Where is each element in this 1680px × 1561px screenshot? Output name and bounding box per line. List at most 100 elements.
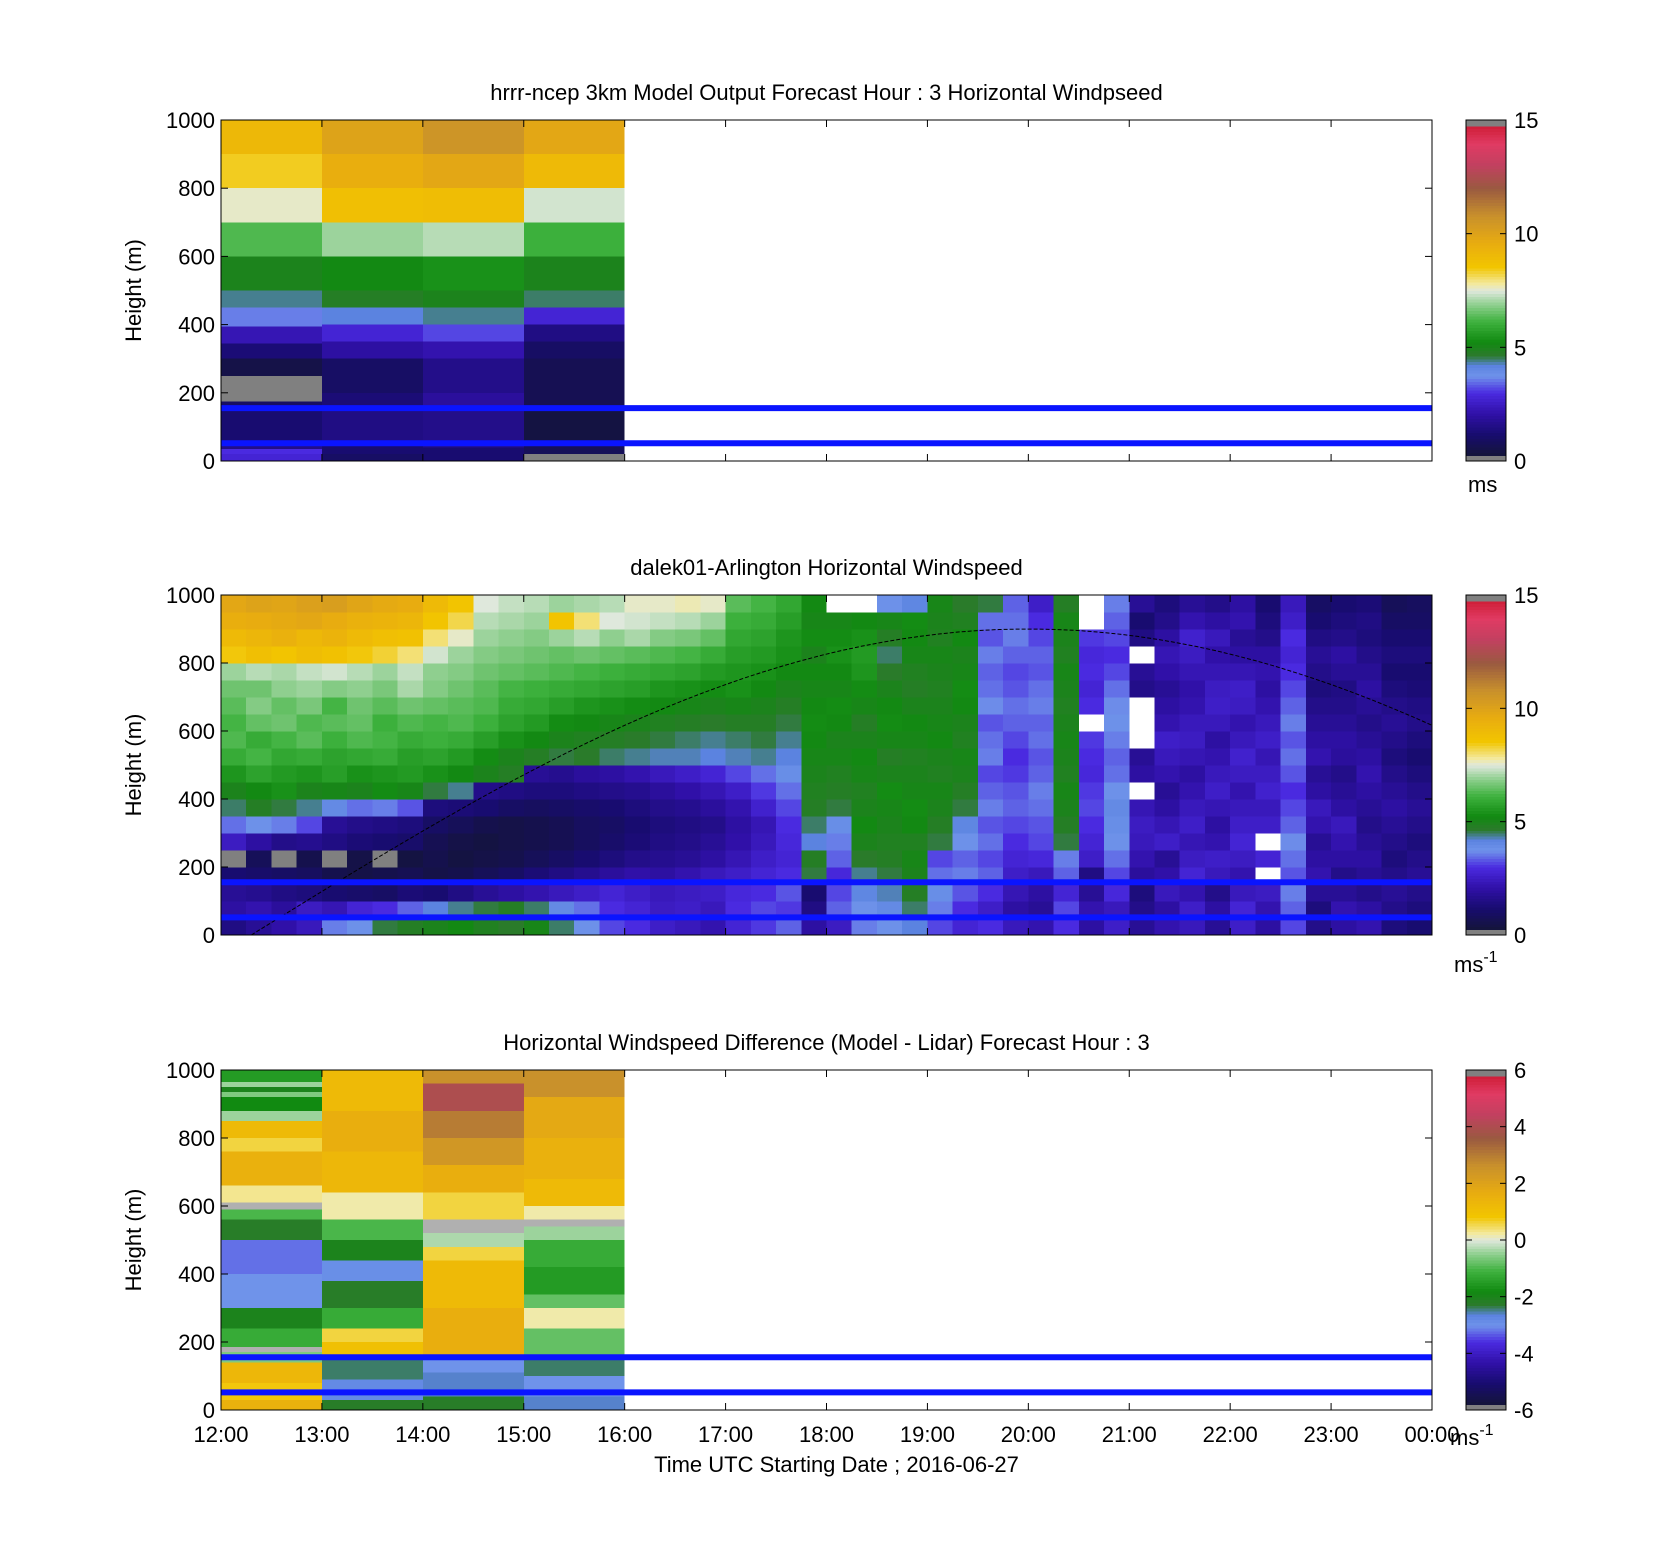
heatmap-cell <box>1179 782 1206 800</box>
heatmap-cell <box>422 901 449 919</box>
heatmap-cell <box>1305 901 1332 919</box>
heatmap-cell <box>574 884 600 902</box>
heatmap-cell <box>1028 697 1055 715</box>
heatmap-cell <box>624 901 651 919</box>
heatmap-cell <box>498 816 525 834</box>
heatmap-cell <box>321 646 348 664</box>
heatmap-cell <box>1129 714 1155 732</box>
heatmap-cell <box>700 833 727 851</box>
heatmap-cell <box>397 714 424 732</box>
heatmap-cell <box>599 697 626 715</box>
heatmap-cell <box>271 663 298 681</box>
colorbar-swatch <box>1466 1143 1506 1148</box>
colorbar-swatch <box>1466 626 1506 630</box>
heatmap-cell <box>523 901 550 919</box>
heatmap-cell <box>1003 731 1029 749</box>
heatmap-cell <box>548 884 575 902</box>
heatmap-cell <box>422 612 449 630</box>
heatmap-cell <box>448 731 474 749</box>
colorbar-swatch <box>1466 830 1506 834</box>
heatmap-cell <box>902 884 928 902</box>
colorbar-swatch <box>1466 1359 1506 1363</box>
heatmap-cell <box>624 850 651 868</box>
heatmap-cell <box>1003 697 1029 715</box>
heatmap-cell <box>1305 714 1332 732</box>
heatmap-cell <box>1154 850 1181 868</box>
colorbar-swatch <box>1466 861 1506 865</box>
heatmap-cell <box>321 454 423 461</box>
colorbar-swatch <box>1466 878 1506 882</box>
heatmap-cell <box>397 816 424 834</box>
heatmap-cell <box>1406 646 1433 664</box>
colorbar-swatch <box>1466 1070 1506 1074</box>
heatmap-cell <box>473 680 500 698</box>
heatmap-cell <box>1154 612 1181 630</box>
colorbar-swatch <box>1466 171 1506 175</box>
heatmap-cell <box>448 850 474 868</box>
heatmap-cell <box>448 663 474 681</box>
colorbar-swatch <box>1466 296 1506 300</box>
heatmap-cell <box>826 612 853 630</box>
colorbar-swatch <box>1466 1160 1506 1165</box>
y-axis-label: Height (m) <box>121 1189 146 1292</box>
heatmap-cell <box>422 120 524 155</box>
heatmap-cell <box>271 782 298 800</box>
heatmap-cell <box>548 714 575 732</box>
heatmap-cell <box>1381 765 1408 783</box>
colorbar-swatch <box>1466 145 1506 150</box>
heatmap-cell <box>574 833 600 851</box>
heatmap-cell <box>1129 833 1155 851</box>
heatmap-cell <box>347 731 373 749</box>
heatmap-cell <box>750 918 777 936</box>
colorbar-swatch <box>1466 722 1506 726</box>
colorbar-tick-label: 5 <box>1514 335 1526 360</box>
heatmap-cell <box>725 799 752 817</box>
heatmap-cell <box>347 646 373 664</box>
heatmap-cell <box>1129 731 1155 749</box>
colorbar-swatch <box>1466 1191 1506 1196</box>
heatmap-cell <box>574 680 600 698</box>
heatmap-cell <box>246 884 272 902</box>
heatmap-cell <box>523 1355 625 1376</box>
heatmap-cell <box>296 799 323 817</box>
heatmap-cell <box>321 731 348 749</box>
colorbar-swatch <box>1466 1336 1506 1340</box>
heatmap-cell <box>952 765 979 783</box>
colorbar-swatch <box>1466 1339 1506 1343</box>
heatmap-cell <box>498 901 525 919</box>
heatmap-cell <box>700 816 727 834</box>
colorbar-swatch <box>1466 742 1506 746</box>
heatmap-cell <box>1381 663 1408 681</box>
colorbar-swatch <box>1466 867 1506 871</box>
heatmap-cell <box>422 1246 524 1261</box>
colorbar-swatch <box>1466 242 1506 246</box>
colorbar-swatch <box>1466 739 1506 743</box>
heatmap-cell <box>347 748 373 766</box>
heatmap-cell <box>1331 663 1357 681</box>
heatmap-cell <box>851 918 878 936</box>
heatmap-cell <box>952 697 979 715</box>
colorbar-swatch <box>1466 304 1506 309</box>
heatmap-cell <box>1255 680 1282 698</box>
colorbar-tick-label: 15 <box>1514 583 1538 608</box>
heatmap-cell <box>548 663 575 681</box>
heatmap-cell <box>649 663 676 681</box>
heatmap-cell <box>776 782 802 800</box>
heatmap-cell <box>221 1138 322 1152</box>
heatmap-cell <box>776 901 802 919</box>
heatmap-cell <box>1104 748 1130 766</box>
heatmap-cell <box>876 629 903 647</box>
y-axis-ticks: 0 200 400 600 800 1000 <box>166 108 1432 474</box>
heatmap-cell <box>1179 833 1206 851</box>
heatmap-cell <box>422 1165 524 1193</box>
heatmap-cell <box>649 918 676 936</box>
heatmap-cell <box>372 901 399 919</box>
heatmap-cell <box>1204 680 1231 698</box>
colorbar-swatch <box>1466 458 1506 462</box>
heatmap-cell <box>624 612 651 630</box>
heatmap-cell <box>750 748 777 766</box>
heatmap-cell <box>1003 884 1029 902</box>
heatmap-cell <box>347 714 373 732</box>
heatmap-cell <box>1331 901 1357 919</box>
heatmap-cell <box>927 884 954 902</box>
